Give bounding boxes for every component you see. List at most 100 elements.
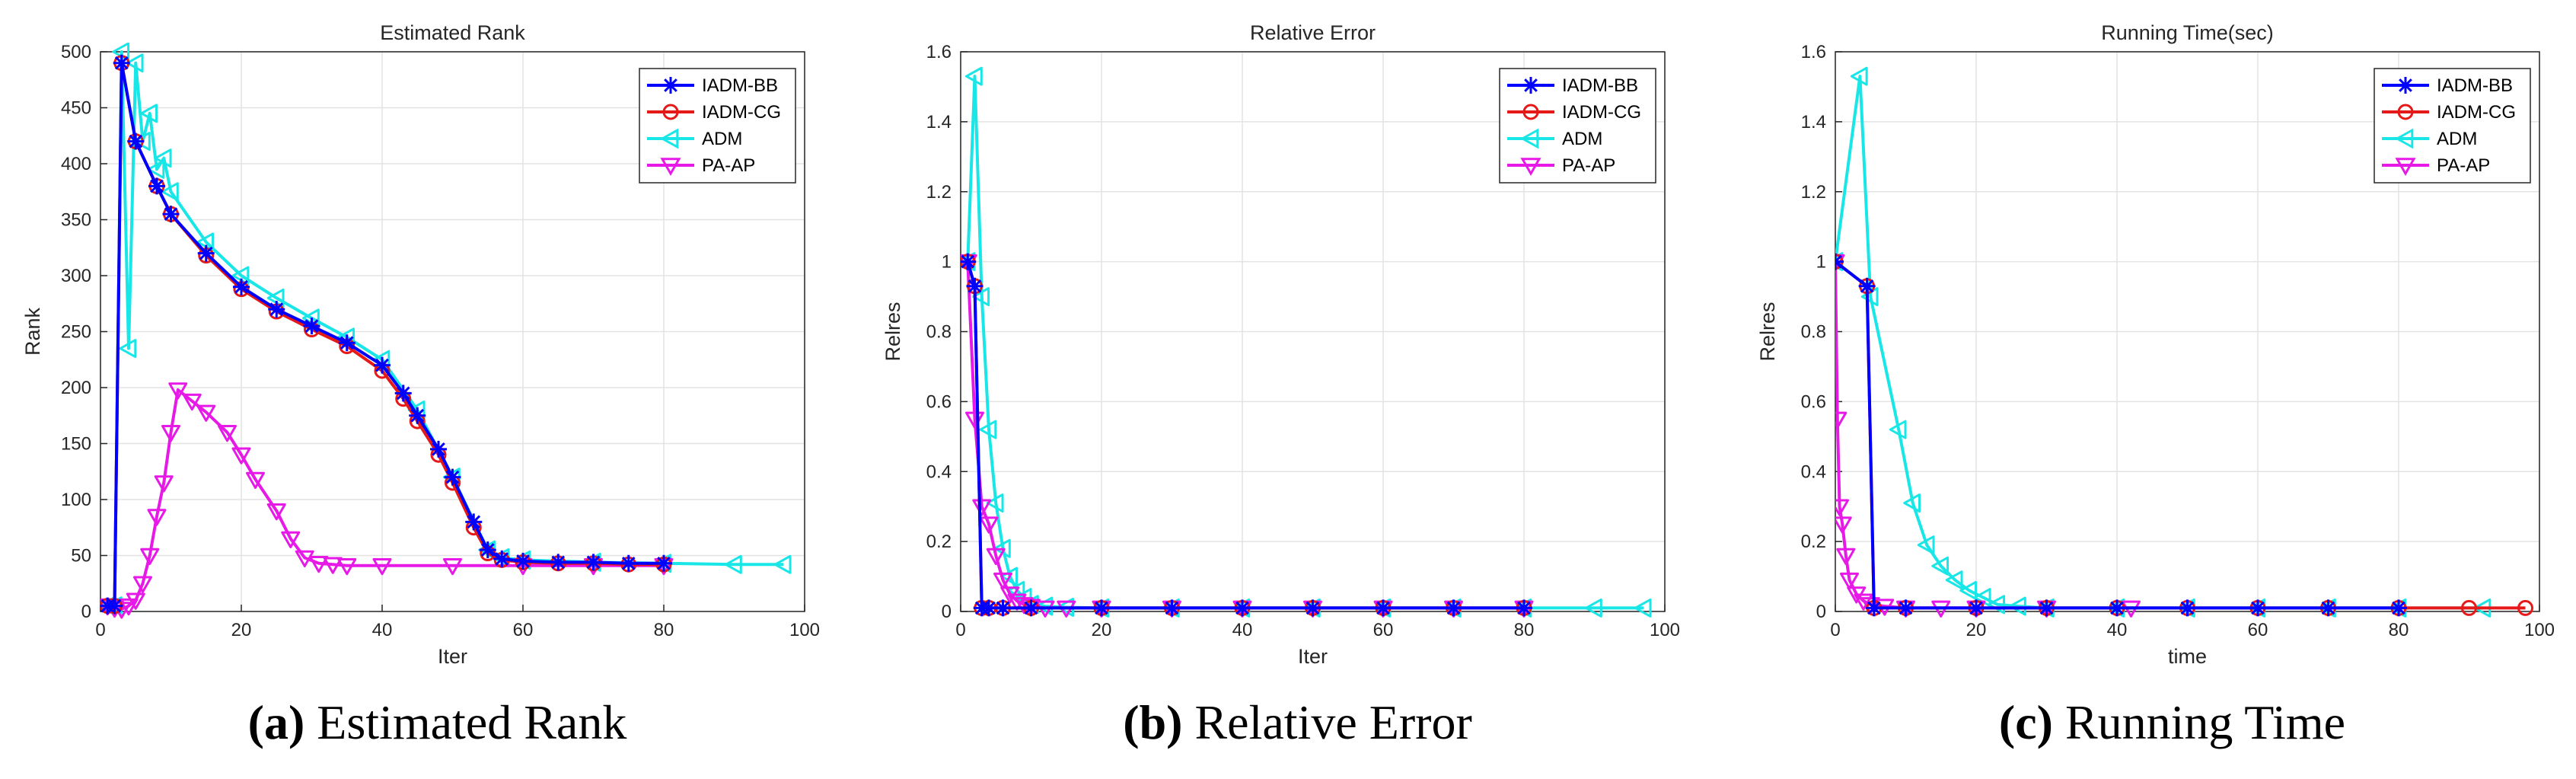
data-point [161, 425, 180, 442]
data-point [2038, 599, 2055, 617]
data-point [126, 53, 144, 73]
x-tick-label: 80 [1514, 620, 1535, 640]
data-point [1968, 599, 1985, 617]
data-point [1897, 599, 1914, 617]
panel-caption: (b) Relative Error [1123, 695, 1472, 749]
legend-label: IADM-CG [702, 102, 781, 123]
y-tick-label: 200 [61, 378, 91, 398]
data-point [725, 554, 742, 574]
y-tick-label: 100 [61, 490, 91, 510]
data-point [338, 334, 355, 352]
data-point [1007, 593, 1027, 611]
data-point [374, 356, 391, 374]
data-point [1634, 598, 1652, 618]
data-point [233, 278, 250, 295]
data-point [1234, 599, 1251, 617]
data-point [1931, 556, 1950, 576]
data-point [1854, 593, 1873, 611]
data-point [281, 531, 301, 548]
data-point [986, 548, 1006, 565]
x-axis-label: Iter [438, 645, 467, 668]
data-point [161, 182, 179, 202]
legend: IADM-BB IADM-CG ADM PA-AP [639, 68, 796, 184]
data-point [266, 503, 286, 521]
data-point [148, 177, 165, 195]
x-tick-label: 40 [372, 620, 393, 640]
data-point [197, 244, 215, 262]
legend-marker [662, 104, 679, 120]
caption-text: Relative Error [1182, 695, 1471, 749]
legend-marker [660, 158, 681, 177]
data-point [655, 554, 672, 572]
y-axis-label: Rank [21, 307, 44, 356]
x-tick-label: 60 [1373, 620, 1394, 640]
data-point [515, 552, 531, 570]
legend-marker [1522, 104, 1539, 120]
data-point [993, 572, 1012, 590]
legend-label: ADM [1562, 129, 1602, 149]
y-tick-label: 0.6 [926, 391, 952, 412]
x-tick-label: 60 [513, 620, 534, 640]
legend-label: PA-AP [702, 155, 755, 176]
x-tick-label: 80 [654, 620, 674, 640]
data-point [127, 132, 145, 150]
y-tick-label: 1 [942, 252, 952, 273]
data-point [1835, 516, 1852, 534]
data-point [140, 104, 158, 123]
panel-caption: (a) Estimated Rank [248, 695, 627, 749]
data-point [2390, 599, 2407, 617]
data-point [126, 592, 145, 610]
data-point [1585, 598, 1602, 618]
data-point [972, 499, 992, 516]
legend-label: IADM-BB [2437, 75, 2513, 96]
caption-letter: (a) [248, 695, 305, 749]
chart-title: Running Time(sec) [2101, 21, 2274, 44]
x-tick-label: 0 [955, 620, 965, 640]
data-point [585, 554, 602, 571]
data-point [372, 557, 392, 576]
y-tick-label: 0.4 [926, 461, 952, 482]
data-point [337, 557, 357, 576]
data-point [140, 548, 160, 565]
data-point [1840, 572, 1859, 590]
series-group [1835, 66, 2533, 618]
data-point [182, 393, 202, 411]
data-point [2109, 599, 2125, 617]
y-tick-label: 0 [942, 602, 952, 622]
panel-caption: (c) Running Time [1999, 695, 2345, 749]
x-tick-label: 80 [2389, 620, 2409, 640]
series-group [100, 43, 792, 619]
chart-panel-1: 0 20 40 60 80 100 0 50 100 150 200 250 300 350 400 450 5… [21, 21, 820, 749]
y-tick-label: 0.2 [1801, 532, 1826, 552]
y-tick-label: 150 [61, 434, 91, 455]
data-point [409, 407, 426, 424]
data-point [309, 556, 329, 573]
y-tick-label: 1.2 [1801, 182, 1826, 203]
data-point [2517, 599, 2533, 616]
data-point [493, 550, 511, 567]
y-axis-label: Relres [1756, 302, 1779, 361]
x-tick-label: 20 [1092, 620, 1112, 640]
data-point [268, 301, 285, 318]
data-point [1835, 499, 1850, 516]
x-tick-label: 40 [1232, 620, 1253, 640]
legend-marker [2395, 158, 2416, 177]
y-tick-label: 350 [61, 210, 91, 231]
caption-text: Estimated Rank [304, 695, 626, 749]
data-point [154, 148, 172, 168]
data-point [1304, 599, 1321, 617]
data-point [2461, 599, 2477, 616]
data-point [1959, 580, 1978, 600]
data-point [980, 599, 997, 617]
legend: IADM-BB IADM-CG ADM PA-AP [1499, 68, 1656, 184]
y-tick-label: 1.6 [1801, 42, 1826, 62]
y-tick-label: 500 [61, 42, 91, 62]
data-point [147, 159, 165, 179]
legend-label: IADM-BB [1562, 75, 1638, 96]
y-tick-label: 0 [1816, 602, 1826, 622]
legend: IADM-BB IADM-CG ADM PA-AP [2374, 68, 2531, 184]
y-tick-label: 0.6 [1801, 391, 1826, 412]
y-tick-label: 1.4 [926, 112, 952, 132]
data-point [773, 554, 792, 574]
y-tick-label: 1.4 [1801, 112, 1826, 132]
